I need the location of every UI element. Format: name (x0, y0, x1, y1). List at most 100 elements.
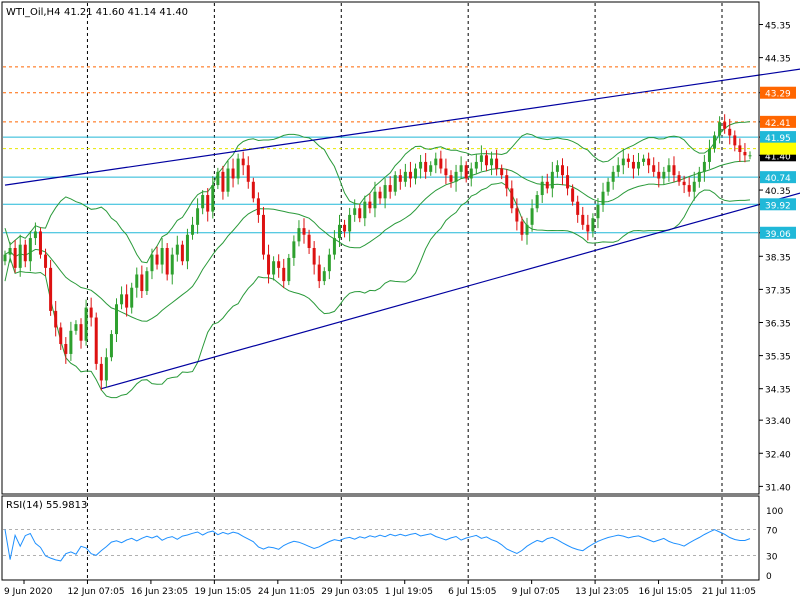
candle-body (687, 185, 691, 192)
candle-body (616, 165, 620, 172)
candle-body (631, 161, 635, 169)
candle-body (145, 271, 149, 292)
price-tick-label: 38.35 (765, 253, 791, 263)
candle-body (256, 198, 260, 215)
candle-body (500, 168, 504, 176)
candle-body (180, 244, 184, 262)
candle-body (414, 168, 418, 179)
time-tick-label: 21 Jul 11:05 (702, 587, 756, 597)
candle-body (201, 195, 205, 209)
candle-body (251, 181, 255, 199)
rsi-tick-label: 70 (766, 527, 778, 537)
candle-body (444, 168, 448, 176)
bollinger-upper-band (4, 121, 751, 264)
candle-body (697, 171, 701, 182)
candle-body (469, 168, 473, 179)
candle-body (530, 208, 534, 225)
candle-body (206, 195, 210, 212)
candle-body (439, 158, 443, 169)
candle-body (667, 165, 671, 172)
candle-body (454, 171, 458, 182)
price-label-box (760, 198, 796, 211)
candle-body (566, 175, 570, 189)
candle-body (297, 228, 301, 242)
candle-body (38, 231, 42, 255)
candle-body (748, 155, 752, 157)
bollinger-middle-band (4, 160, 751, 322)
candle-body (647, 158, 651, 166)
candle-body (216, 171, 220, 186)
candle-body (160, 248, 164, 265)
candle-body (175, 244, 179, 255)
time-tick-label: 13 Jul 23:05 (575, 587, 629, 597)
candle-body (104, 357, 108, 381)
candle-body (125, 294, 129, 308)
candle-body (434, 158, 438, 166)
candle-body (277, 261, 281, 268)
candle-body (287, 257, 291, 282)
price-tick-label: 45.35 (765, 22, 791, 32)
candle-body (49, 267, 53, 311)
candle-body (353, 208, 357, 215)
time-tick-label: 9 Jun 2020 (4, 587, 53, 597)
ohlc-label: 41.21 41.60 41.14 41.40 (64, 7, 188, 18)
candle-body (525, 224, 529, 235)
candle-body (560, 165, 564, 176)
candle-body (130, 287, 134, 308)
candle-body (191, 224, 195, 235)
candle-body (327, 254, 331, 272)
candle-body (743, 151, 747, 156)
price-tick-label: 44.35 (765, 55, 791, 65)
candle-body (424, 161, 428, 172)
candle-body (626, 158, 630, 162)
candle-body (135, 274, 139, 288)
candle-body (718, 122, 722, 136)
price-tick-label: 42.41 (765, 119, 791, 129)
candle-body (348, 214, 352, 232)
rsi-tick-label: 0 (766, 572, 772, 582)
candle-body (282, 267, 286, 282)
candle-body (550, 171, 554, 189)
time-tick-label: 16 Jun 23:05 (131, 587, 188, 597)
candle-body (662, 171, 666, 179)
time-tick-label: 16 Jul 15:05 (639, 587, 693, 597)
trendline (101, 192, 800, 390)
candle-body (54, 310, 58, 328)
candle-body (403, 171, 407, 182)
price-tick-label: 41.95 (765, 134, 791, 144)
candle-body (236, 158, 240, 179)
candle-body (642, 158, 646, 162)
candle-body (231, 168, 235, 179)
time-tick-label: 9 Jul 07:05 (512, 587, 560, 597)
price-tick-label: 40.35 (765, 187, 791, 197)
price-tick-label: 35.35 (765, 353, 791, 363)
candle-body (378, 191, 382, 199)
candle-body (241, 158, 245, 166)
time-tick-label: 29 Jun 03:05 (321, 587, 378, 597)
price-tick-label: 31.40 (765, 483, 791, 493)
time-tick-label: 6 Jul 15:05 (448, 587, 496, 597)
candle-body (302, 228, 306, 235)
candle-body (464, 165, 468, 179)
candle-body (44, 254, 48, 268)
candle-body (692, 181, 696, 192)
candle-body (408, 171, 412, 179)
candle-body (343, 224, 347, 232)
candle-body (652, 165, 656, 172)
candle-body (484, 155, 488, 166)
price-label-box (760, 226, 796, 239)
candle-body (261, 214, 265, 255)
candle-body (59, 327, 63, 345)
candle-body (272, 261, 276, 275)
candle-body (586, 224, 590, 232)
candle-body (150, 254, 154, 272)
candle-body (165, 248, 169, 275)
candle-body (398, 175, 402, 182)
candle-body (702, 161, 706, 172)
candle-body (64, 344, 68, 354)
candle-body (109, 334, 113, 358)
price-tick-label: 32.40 (765, 450, 791, 460)
candle-body (383, 185, 387, 199)
